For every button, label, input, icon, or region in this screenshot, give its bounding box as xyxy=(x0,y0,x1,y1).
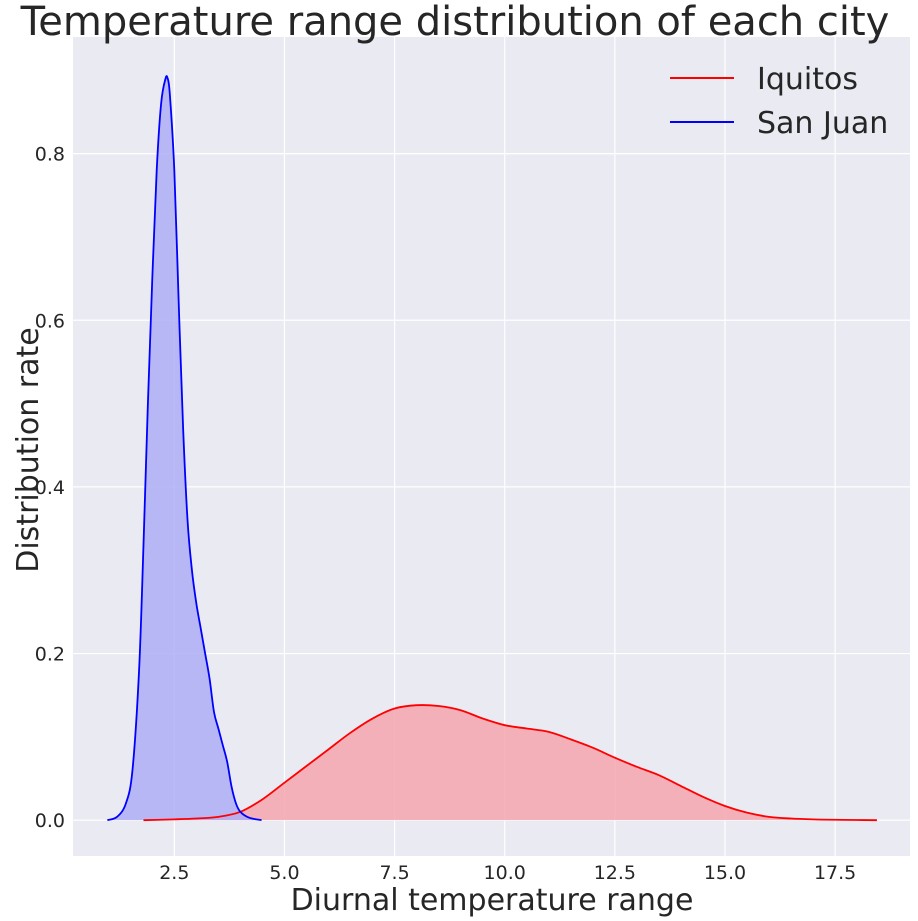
area-iquitos xyxy=(143,705,877,821)
x-axis-label: Diurnal temperature range xyxy=(291,883,694,918)
x-tick-label: 10.0 xyxy=(484,862,526,884)
y-axis-label: Distribution rate xyxy=(11,327,46,573)
x-tick-labels: 2.5 5.0 7.5 10.0 12.5 15.0 17.5 xyxy=(159,862,856,884)
x-tick-label: 5.0 xyxy=(269,862,299,884)
x-tick-label: 2.5 xyxy=(159,862,189,884)
legend: Iquitos San Juan xyxy=(670,62,888,141)
y-tick-label: 0.6 xyxy=(35,310,65,332)
area-san-juan xyxy=(107,76,262,821)
x-tick-label: 17.5 xyxy=(814,862,856,884)
y-tick-label: 0.8 xyxy=(35,144,65,166)
y-tick-labels: 0.0 0.2 0.4 0.6 0.8 xyxy=(35,144,65,833)
series-areas xyxy=(107,76,877,821)
legend-label-san-juan: San Juan xyxy=(757,106,888,141)
legend-label-iquitos: Iquitos xyxy=(757,62,858,97)
series-lines xyxy=(107,75,877,822)
y-tick-label: 0.4 xyxy=(35,477,65,499)
line-iquitos xyxy=(143,704,877,822)
x-tick-label: 15.0 xyxy=(704,862,746,884)
x-tick-label: 12.5 xyxy=(594,862,636,884)
y-tick-label: 0.2 xyxy=(35,644,65,666)
grid xyxy=(73,37,910,856)
line-san-juan xyxy=(107,75,262,822)
x-tick-label: 7.5 xyxy=(379,862,409,884)
chart-title: Temperature range distribution of each c… xyxy=(20,0,890,45)
y-tick-label: 0.0 xyxy=(35,810,65,832)
